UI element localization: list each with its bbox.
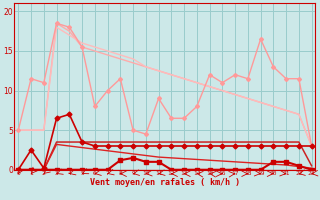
X-axis label: Vent moyen/en rafales ( km/h ): Vent moyen/en rafales ( km/h ) xyxy=(90,178,240,187)
